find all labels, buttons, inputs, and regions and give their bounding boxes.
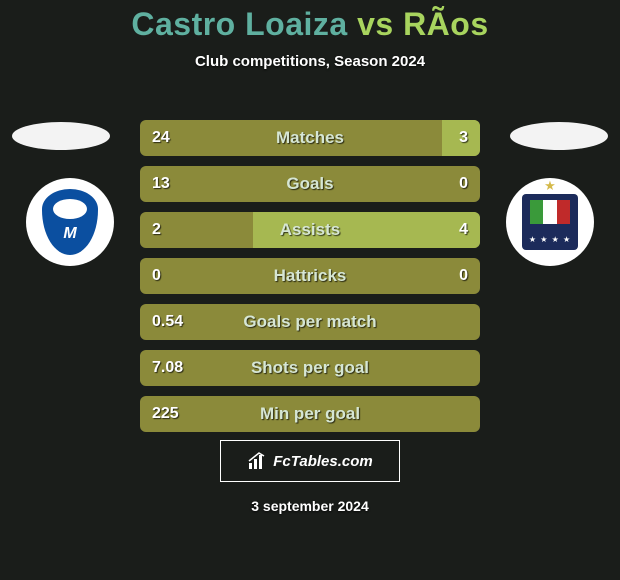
stat-label: Goals per match [140,304,480,340]
vs-word: vs [357,6,394,42]
stat-bar-row: 130Goals [140,166,480,202]
left-team-ellipse [12,122,110,150]
chart-icon [247,451,267,471]
heading-block: Castro Loaiza vs RÃos Club competitions,… [0,0,620,70]
stat-label: Assists [140,212,480,248]
crest-top-star-icon: ★ [522,178,578,194]
player1-name: Castro Loaiza [131,6,347,42]
subtitle: Club competitions, Season 2024 [0,53,620,70]
stat-label: Goals [140,166,480,202]
main-title: Castro Loaiza vs RÃos [0,6,620,43]
stat-bar-row: 00Hattricks [140,258,480,294]
left-team-badge: M [26,178,114,266]
stat-bar-row: 0.54Goals per match [140,304,480,340]
stat-label: Shots per goal [140,350,480,386]
crest-stars-row-icon: ★ ★ ★ ★ [522,235,578,244]
crest-flag-icon [530,200,570,224]
crest-letter: M [63,225,76,243]
right-team-ellipse [510,122,608,150]
stat-label: Matches [140,120,480,156]
player2-name: RÃos [403,6,489,42]
brand-text: FcTables.com [273,453,372,470]
stat-bar-row: 225Min per goal [140,396,480,432]
right-team-badge: ★ ★ ★ ★ ★ [506,178,594,266]
fctables-logo[interactable]: FcTables.com [220,440,400,482]
millonarios-crest: M [42,189,98,255]
stat-bars-container: 243Matches 130Goals 24Assists 00Hattricks 0.… [140,120,480,442]
stat-label: Hattricks [140,258,480,294]
footer-date: 3 september 2024 [0,498,620,514]
stat-label: Min per goal [140,396,480,432]
stat-bar-row: 24Assists [140,212,480,248]
stat-bar-row: 7.08Shots per goal [140,350,480,386]
once-caldas-crest: ★ ★ ★ ★ ★ [522,194,578,250]
stat-bar-row: 243Matches [140,120,480,156]
